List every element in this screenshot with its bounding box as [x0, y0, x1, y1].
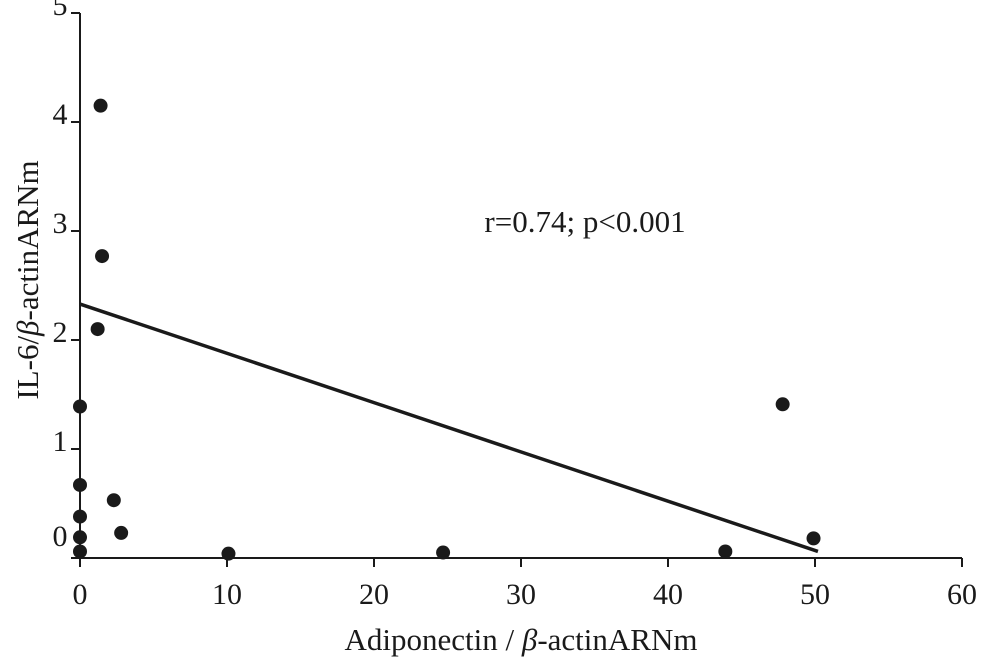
data-point — [73, 399, 87, 414]
x-tick-label: 60 — [947, 578, 977, 611]
y-axis-title-symbol: β — [10, 320, 45, 337]
y-axis-title-suffix: -actinARNm — [10, 160, 45, 320]
data-point — [73, 477, 87, 492]
x-tick-label: 0 — [73, 578, 88, 611]
y-tick-label: 5 — [53, 0, 68, 22]
data-points — [73, 98, 821, 561]
x-axis-title-prefix: Adiponectin / — [345, 622, 522, 657]
y-tick-label: 0 — [53, 520, 68, 553]
data-point — [73, 544, 87, 559]
x-tick-label: 40 — [653, 578, 683, 611]
x-tick-label: 20 — [359, 578, 389, 611]
data-point — [775, 397, 790, 412]
data-point — [718, 544, 733, 559]
data-point — [90, 322, 105, 337]
ticks-layer: 0 10 20 30 40 50 60 0 1 2 3 4 5 — [53, 0, 978, 611]
data-point — [73, 509, 87, 524]
data-point — [95, 249, 110, 264]
y-tick-label: 4 — [53, 98, 68, 131]
x-tick-label: 30 — [506, 578, 536, 611]
y-tick-label: 2 — [53, 316, 68, 349]
data-point — [436, 545, 451, 560]
y-axis-title-prefix: IL-6/ — [10, 336, 45, 400]
data-point — [73, 530, 87, 545]
x-tick-label: 10 — [212, 578, 242, 611]
data-point — [106, 493, 121, 508]
regression-line — [79, 302, 819, 554]
x-axis-title: Adiponectin / β-actinARNm — [345, 622, 698, 657]
x-tick-label: 50 — [800, 578, 830, 611]
correlation-annotation: r=0.74; p<0.001 — [484, 204, 685, 239]
data-point — [114, 525, 129, 540]
x-axis-title-suffix: -actinARNm — [537, 622, 697, 657]
data-point — [93, 98, 108, 113]
y-axis-title: IL-6/β-actinARNm — [10, 160, 45, 399]
x-axis-title-symbol: β — [521, 622, 538, 657]
data-point — [221, 546, 236, 561]
data-point — [806, 531, 821, 546]
y-tick-label: 3 — [53, 207, 68, 240]
y-tick-label: 1 — [53, 425, 68, 458]
